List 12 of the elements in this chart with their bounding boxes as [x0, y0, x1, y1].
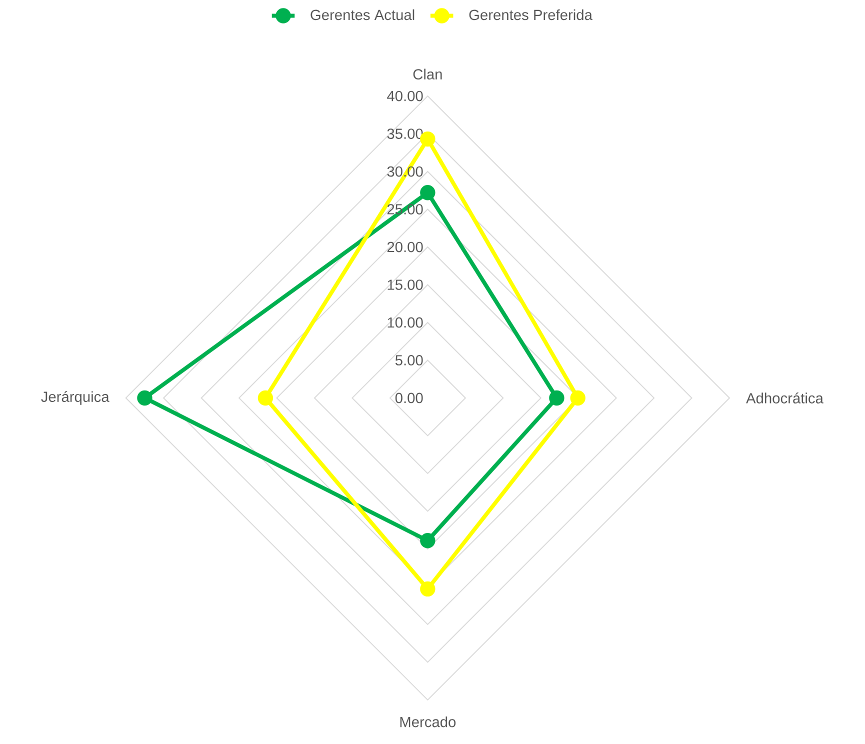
spoke-label: Mercado	[400, 716, 456, 728]
y-tick-label: 5.00	[395, 355, 423, 366]
spoke-label: Jerárquica	[41, 391, 110, 405]
spoke-label: Clan	[413, 68, 442, 80]
y-tick-label: 15.00	[388, 280, 423, 290]
legend-label: Gerentes Actual	[310, 9, 414, 20]
spoke-label: Adhocrática	[746, 392, 824, 404]
y-tick-label: 0.00	[395, 392, 423, 404]
legend-label: Gerentes Preferida	[469, 9, 592, 20]
y-tick-label: 20.00	[387, 242, 423, 252]
y-tick-label: 40.00	[387, 90, 423, 102]
y-tick-label: 10.00	[388, 317, 423, 328]
